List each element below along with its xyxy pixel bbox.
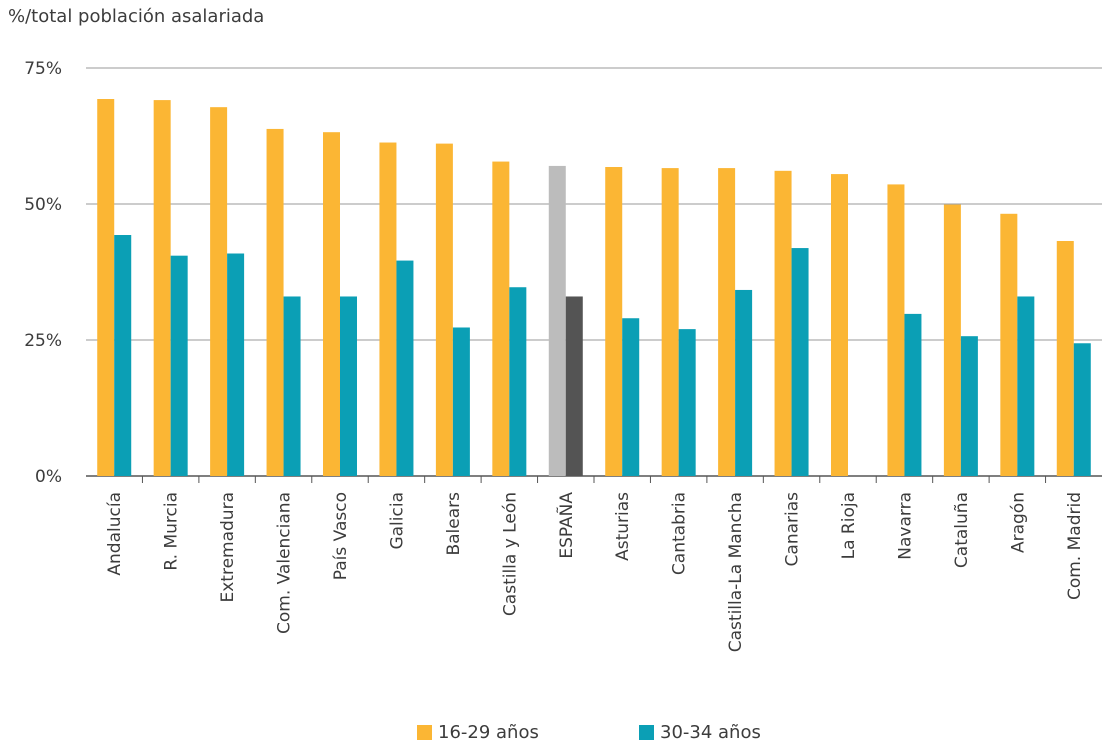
bar-30-34 bbox=[396, 260, 414, 476]
bar-30-34 bbox=[283, 296, 301, 476]
legend: 16-29 años 30-34 años bbox=[0, 722, 1102, 746]
bar-16-29 bbox=[605, 167, 623, 476]
category-label: Balears bbox=[444, 492, 464, 556]
category-label: Com. Madrid bbox=[1065, 492, 1085, 600]
bar-30-34 bbox=[1073, 343, 1091, 476]
bar-16-29 bbox=[887, 184, 905, 476]
bars bbox=[97, 99, 1091, 477]
bar-16-29 bbox=[1000, 213, 1018, 477]
y-tick-label: 0% bbox=[35, 467, 62, 487]
category-label: Canarias bbox=[783, 492, 803, 567]
category-labels: Andalucía R. Murcia Extremadura Com. Valenc… bbox=[105, 492, 1085, 653]
bar-30-34 bbox=[452, 327, 470, 476]
bar-16-29 bbox=[210, 107, 228, 476]
bar-16-29 bbox=[831, 174, 848, 476]
bar-16-29 bbox=[323, 132, 340, 476]
bar-16-29 bbox=[266, 128, 284, 477]
bar-16-29 bbox=[379, 142, 397, 476]
bar-30-34 bbox=[678, 329, 696, 476]
category-label: Cantabria bbox=[670, 492, 690, 575]
bar-chart: 0% 25% 50% 75% Andalucía R. Murcia Extremadur… bbox=[24, 59, 1102, 653]
bar-30-34 bbox=[565, 296, 583, 476]
y-axis-title: %/total población asalariada bbox=[8, 6, 265, 27]
bar-30-34 bbox=[509, 287, 527, 476]
bar-30-34 bbox=[114, 235, 132, 476]
bar-16-29 bbox=[435, 143, 453, 476]
bar-30-34 bbox=[340, 296, 357, 476]
category-label: La Rioja bbox=[839, 492, 859, 559]
legend-label-16-29: 16-29 años bbox=[438, 722, 539, 743]
bar-30-34 bbox=[791, 248, 809, 476]
category-label: Extremadura bbox=[218, 492, 238, 603]
bar-30-34 bbox=[1017, 296, 1035, 476]
bar-16-29 bbox=[97, 99, 115, 477]
category-label: Aragón bbox=[1008, 492, 1028, 553]
category-label: Cataluña bbox=[952, 492, 972, 568]
legend-label-30-34: 30-34 años bbox=[660, 722, 761, 743]
legend-item-30-34: 30-34 años bbox=[639, 722, 761, 743]
bar-16-29 bbox=[492, 161, 510, 476]
category-label: Castilla-La Mancha bbox=[726, 492, 746, 652]
bar-16-29 bbox=[718, 168, 736, 476]
category-label: ESPAÑA bbox=[555, 492, 577, 559]
bar-30-34 bbox=[960, 336, 978, 476]
bar-16-29 bbox=[943, 204, 961, 476]
bar-16-29 bbox=[153, 100, 171, 476]
y-tick-labels: 0% 25% 50% 75% bbox=[24, 59, 62, 487]
legend-item-16-29: 16-29 años bbox=[417, 722, 539, 743]
x-axis-ticks bbox=[141, 476, 1047, 483]
y-tick-label: 50% bbox=[24, 195, 62, 215]
bar-30-34 bbox=[227, 253, 245, 476]
bar-30-34 bbox=[622, 318, 640, 476]
bar-16-29 bbox=[1056, 240, 1074, 476]
bar-30-34 bbox=[735, 289, 753, 476]
category-label: Com. Valenciana bbox=[275, 492, 295, 634]
y-tick-label: 75% bbox=[24, 59, 62, 79]
bar-16-29 bbox=[548, 165, 566, 477]
bar-30-34 bbox=[904, 313, 922, 476]
y-tick-label: 25% bbox=[24, 331, 62, 351]
bar-16-29 bbox=[661, 168, 679, 476]
bar-30-34 bbox=[170, 255, 188, 476]
legend-swatch-30-34 bbox=[639, 725, 654, 740]
category-label: Asturias bbox=[613, 492, 633, 561]
category-label: Navarra bbox=[895, 492, 915, 560]
category-label: País Vasco bbox=[331, 492, 351, 580]
legend-swatch-16-29 bbox=[417, 725, 432, 740]
category-label: Andalucía bbox=[105, 492, 125, 576]
category-label: Galicia bbox=[387, 492, 407, 550]
bar-16-29 bbox=[774, 170, 792, 477]
category-label: Castilla y León bbox=[500, 492, 520, 616]
category-label: R. Murcia bbox=[162, 492, 182, 571]
